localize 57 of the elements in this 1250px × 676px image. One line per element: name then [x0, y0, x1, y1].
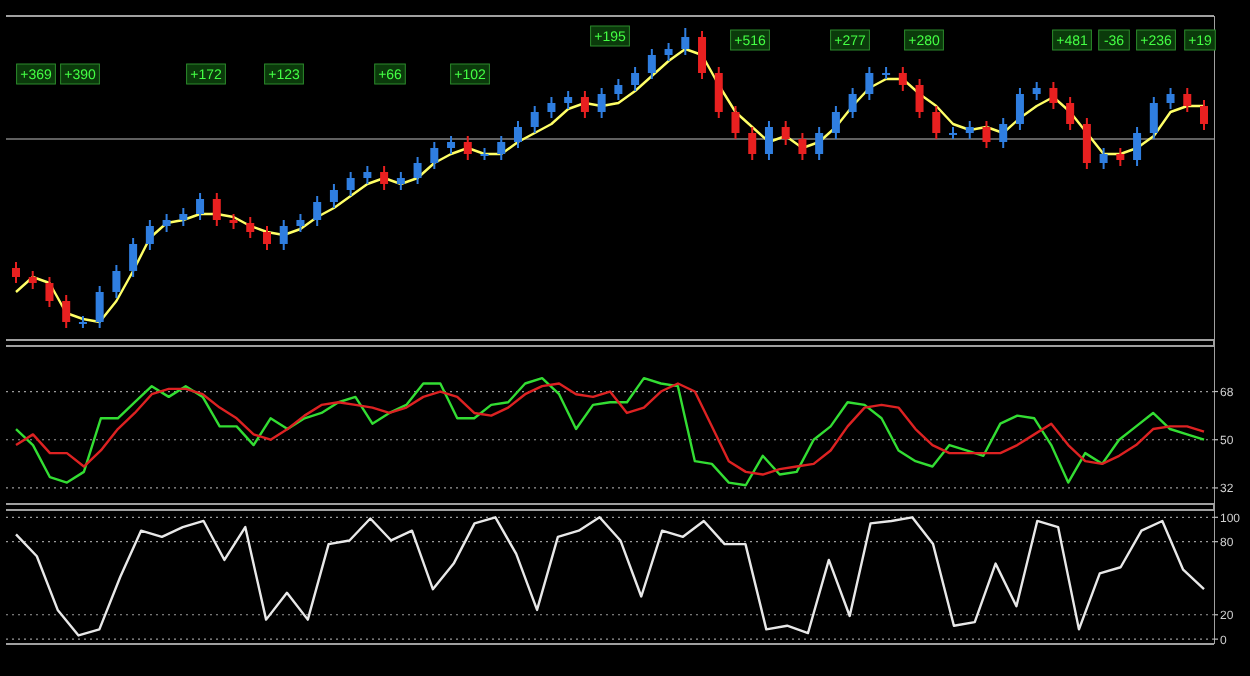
candlestick — [95, 285, 104, 329]
candlestick — [1133, 126, 1142, 167]
candlestick — [982, 120, 991, 149]
candlestick — [580, 90, 589, 119]
candlestick — [129, 237, 138, 278]
candlestick — [815, 126, 824, 161]
candlestick — [1200, 99, 1208, 131]
candlestick — [898, 66, 907, 92]
candlestick — [196, 192, 205, 221]
candlestick — [932, 105, 941, 140]
candlestick — [246, 216, 255, 239]
candlestick — [731, 105, 740, 140]
candlestick — [1066, 96, 1075, 131]
candlestick — [865, 66, 874, 101]
candlestick — [915, 78, 924, 119]
candlestick — [413, 156, 422, 185]
candlestick — [1049, 81, 1058, 110]
candlestick — [714, 66, 723, 119]
candlestick — [1082, 117, 1091, 170]
candlestick — [1149, 96, 1158, 140]
candlestick — [329, 183, 338, 209]
candlestick — [631, 66, 640, 92]
candlestick — [497, 135, 506, 161]
candlestick — [346, 171, 355, 197]
candlestick — [831, 105, 840, 140]
candlestick — [781, 120, 790, 146]
line-series — [14, 382, 1206, 476]
candlestick — [698, 30, 707, 80]
candlestick — [597, 87, 606, 119]
candlestick — [530, 105, 539, 134]
candlestick — [1166, 87, 1175, 110]
candlestick — [513, 120, 522, 149]
candlestick — [681, 27, 690, 56]
candlestick — [380, 165, 389, 191]
candlestick — [430, 141, 439, 170]
candlestick — [614, 78, 623, 101]
candlestick — [1015, 87, 1024, 131]
candlestick — [1099, 147, 1108, 170]
candlestick — [62, 294, 71, 329]
candlestick — [463, 135, 472, 161]
candlestick — [647, 48, 656, 80]
candlestick — [12, 261, 20, 284]
candlestick — [45, 276, 54, 308]
candlestick — [112, 264, 121, 299]
candlestick — [999, 117, 1008, 149]
candlestick — [764, 120, 773, 161]
candlestick — [848, 87, 857, 119]
candlestick — [547, 96, 556, 119]
line-series — [14, 376, 1206, 487]
candlestick — [748, 126, 757, 161]
candlestick — [145, 219, 154, 251]
candlestick — [212, 192, 221, 227]
candlestick — [798, 132, 807, 161]
candlestick — [279, 219, 288, 251]
candlestick — [313, 195, 322, 227]
candlestick — [1183, 87, 1192, 113]
candlestick — [262, 225, 271, 251]
